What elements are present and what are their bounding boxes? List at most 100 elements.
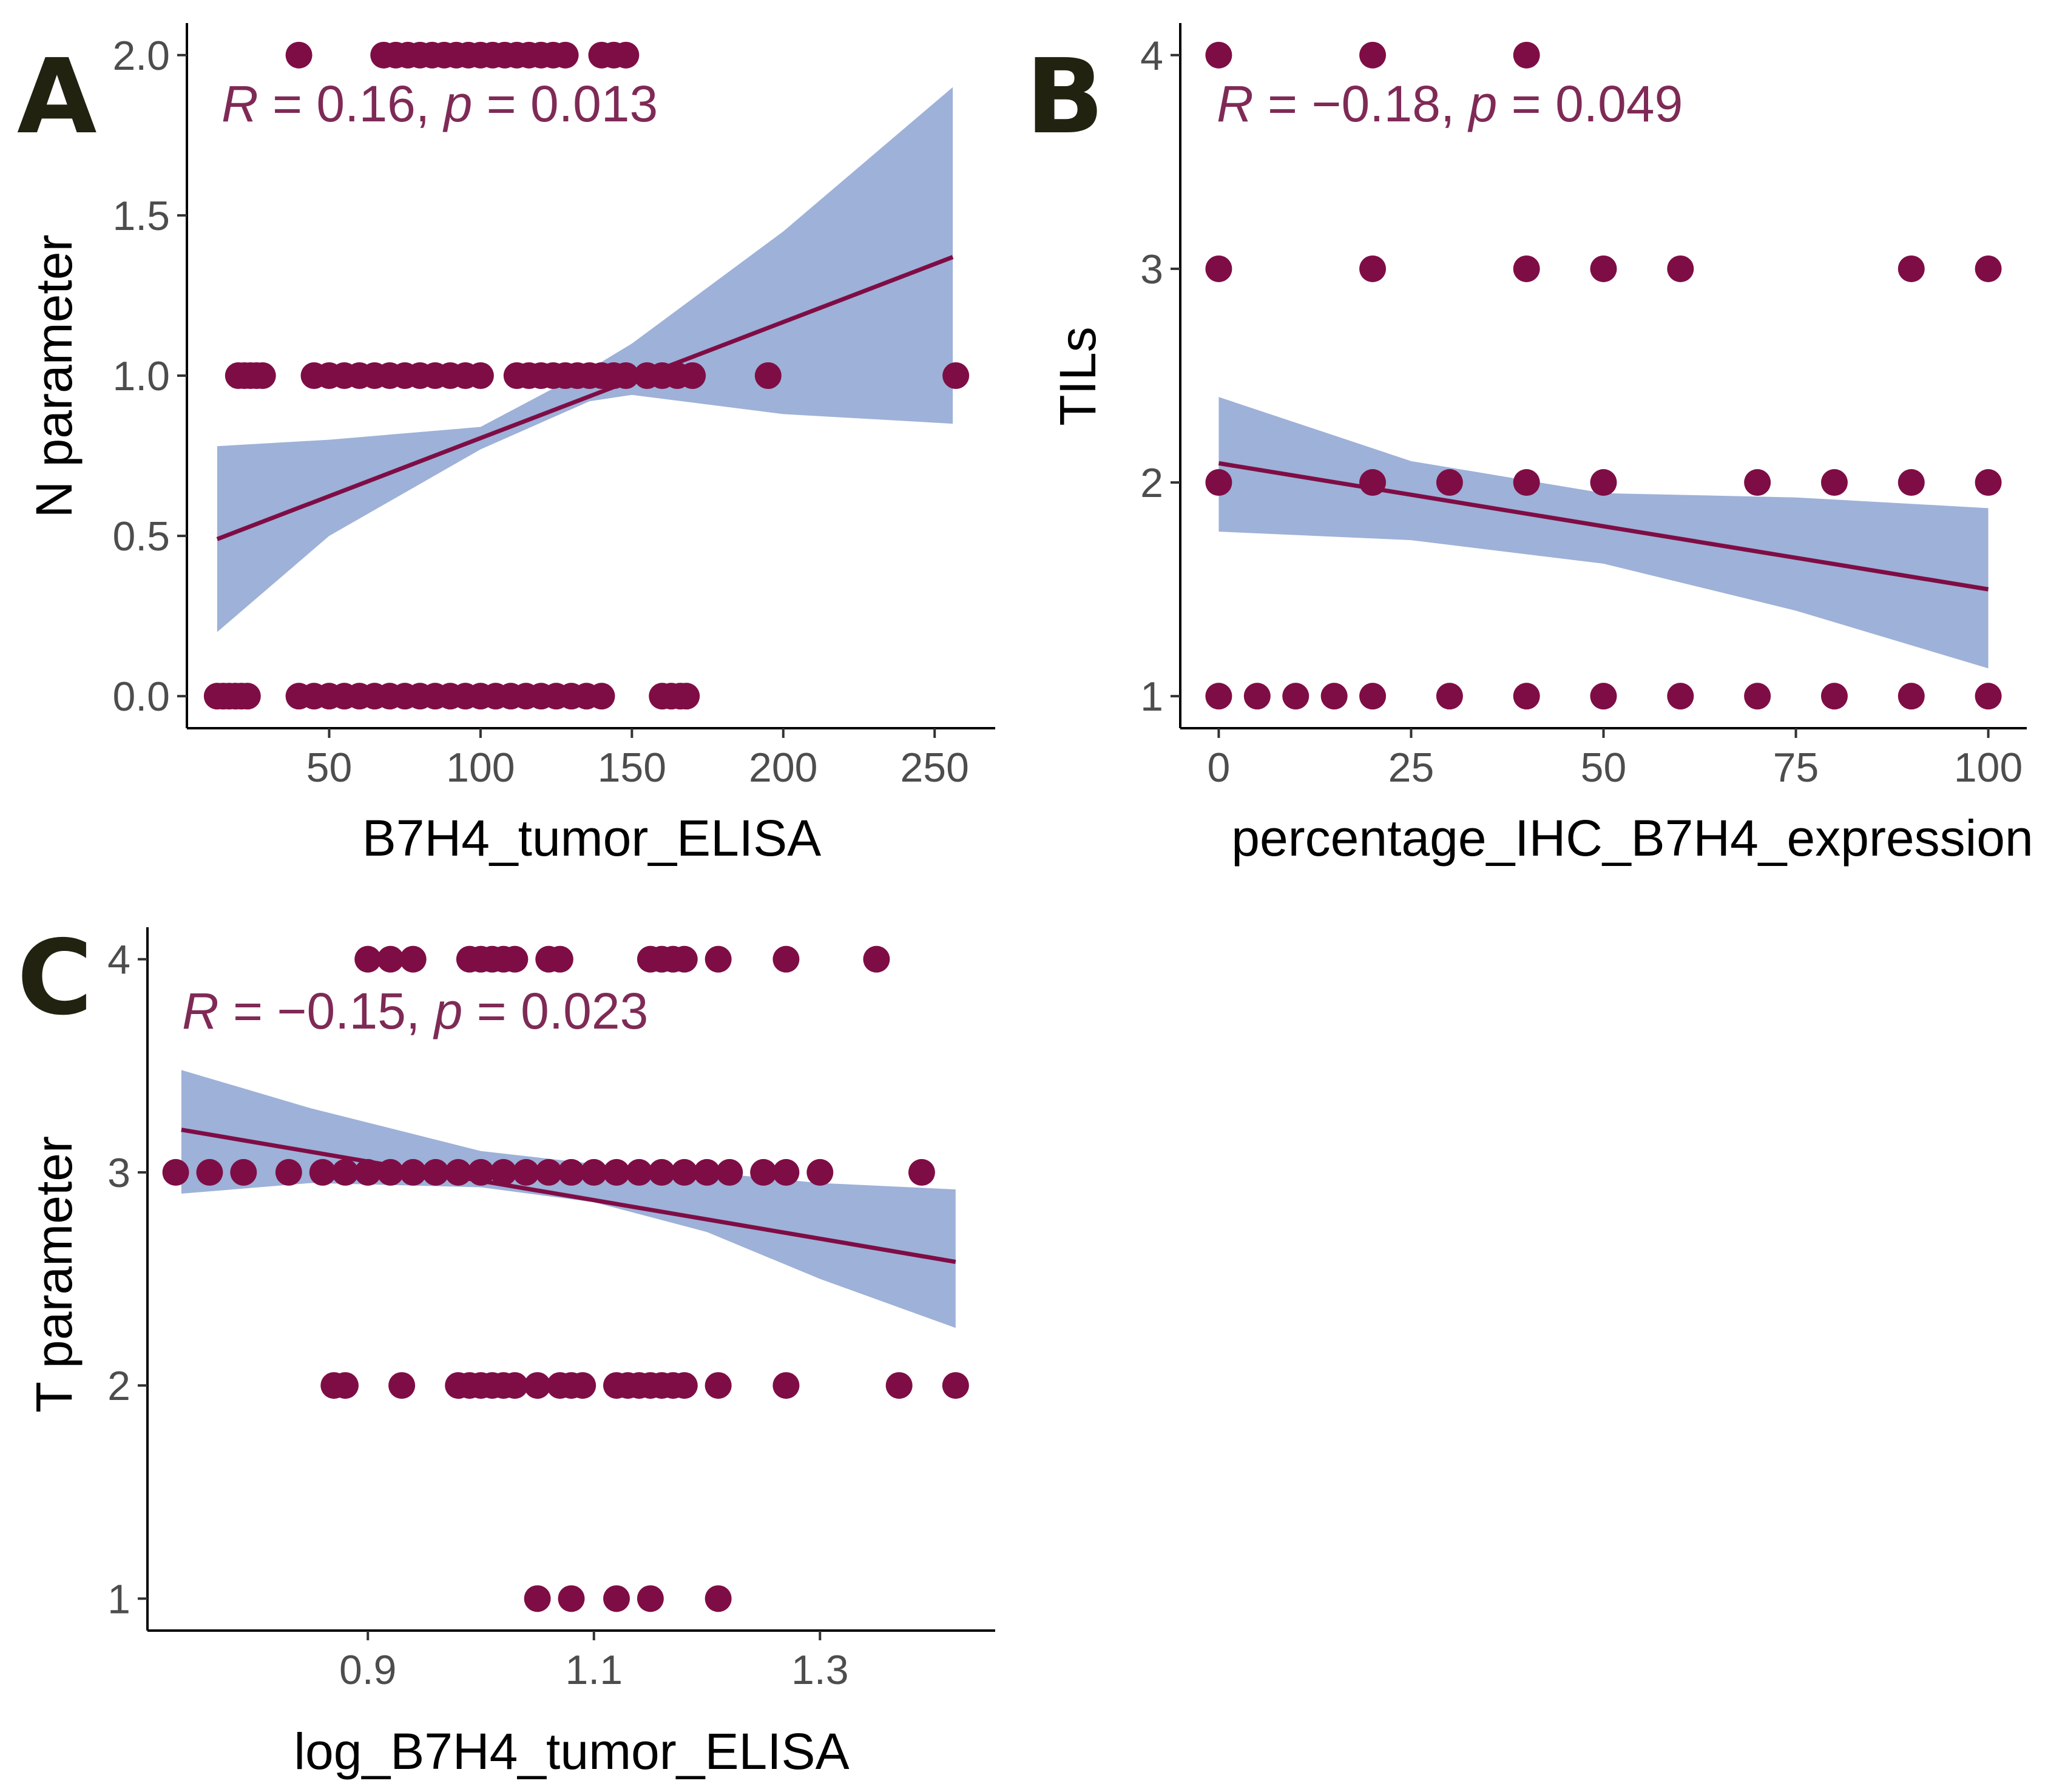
correlation-label: R = −0.18, p = 0.049 bbox=[1217, 75, 1683, 132]
x-tick-label: 0.9 bbox=[339, 1647, 397, 1693]
data-point bbox=[671, 1372, 698, 1399]
data-point bbox=[1820, 683, 1848, 710]
stat-p-symbol: p bbox=[1467, 75, 1498, 132]
data-point bbox=[1205, 41, 1232, 69]
stat-r-text: = 0.16, bbox=[259, 75, 444, 132]
data-point bbox=[612, 41, 640, 69]
data-point bbox=[806, 1158, 834, 1186]
data-point bbox=[772, 1158, 800, 1186]
data-point bbox=[694, 1158, 721, 1186]
stat-p-symbol: p bbox=[442, 75, 473, 132]
data-point bbox=[1513, 683, 1540, 710]
data-point bbox=[679, 362, 706, 389]
y-tick-label: 4 bbox=[107, 937, 130, 983]
data-point bbox=[942, 362, 970, 389]
stat-r-text: = −0.18, bbox=[1254, 75, 1469, 132]
data-point bbox=[671, 1158, 698, 1186]
data-point bbox=[535, 1158, 563, 1186]
x-axis-title: percentage_IHC_B7H4_expression bbox=[1231, 810, 2033, 867]
data-point bbox=[671, 945, 698, 973]
y-tick-label: 1 bbox=[107, 1576, 130, 1622]
data-point bbox=[1667, 255, 1694, 282]
data-point bbox=[309, 1158, 336, 1186]
data-point bbox=[1513, 469, 1540, 496]
data-point bbox=[1320, 683, 1348, 710]
data-point bbox=[399, 945, 427, 973]
data-point bbox=[275, 1158, 302, 1186]
data-point bbox=[331, 1372, 359, 1399]
data-point bbox=[1820, 469, 1848, 496]
confidence-band bbox=[181, 1070, 956, 1328]
data-point bbox=[249, 362, 276, 389]
data-point bbox=[285, 41, 313, 69]
data-point bbox=[524, 1585, 551, 1612]
x-tick-label: 100 bbox=[446, 745, 515, 791]
data-point bbox=[558, 1585, 585, 1612]
data-point bbox=[1590, 683, 1617, 710]
data-point bbox=[354, 1158, 382, 1186]
data-point bbox=[942, 1372, 969, 1399]
data-point bbox=[490, 1158, 517, 1186]
confidence-band bbox=[1218, 397, 1989, 669]
data-point bbox=[1975, 255, 2002, 282]
stat-p-symbol: p bbox=[433, 982, 463, 1040]
data-point bbox=[1590, 469, 1617, 496]
data-point bbox=[705, 1372, 732, 1399]
panel-a: 50 100 150 200 250 0.0 0.5 1.0 1.5 2.0 B7H4_tumor_… bbox=[17, 23, 995, 867]
data-point bbox=[603, 1585, 630, 1612]
x-tick-label: 1.3 bbox=[791, 1647, 849, 1693]
data-point bbox=[1359, 255, 1387, 282]
x-tick-label: 50 bbox=[1581, 745, 1627, 791]
data-point bbox=[1975, 683, 2002, 710]
data-point bbox=[1359, 41, 1387, 69]
correlation-label: R = −0.15, p = 0.023 bbox=[182, 982, 648, 1040]
data-point bbox=[1436, 683, 1463, 710]
data-point bbox=[588, 683, 615, 710]
panel-letter: B bbox=[1026, 37, 1104, 157]
data-point bbox=[673, 683, 700, 710]
data-point bbox=[196, 1158, 223, 1186]
data-point bbox=[1744, 469, 1771, 496]
y-tick-label: 0.5 bbox=[112, 513, 170, 560]
regression-line bbox=[181, 1128, 956, 1264]
data-point bbox=[1436, 469, 1463, 496]
data-point bbox=[1205, 683, 1232, 710]
y-tick-label: 3 bbox=[1140, 246, 1163, 292]
panel-letter: C bbox=[17, 918, 93, 1038]
data-point bbox=[546, 945, 573, 973]
panel-b: 0 25 50 75 100 1 2 3 4 percentage_IHC_B7H4_expres… bbox=[1026, 23, 2033, 867]
data-point bbox=[1898, 683, 1925, 710]
data-point bbox=[552, 41, 579, 69]
data-points bbox=[203, 41, 970, 710]
data-point bbox=[1975, 469, 2002, 496]
y-tick-label: 0.0 bbox=[112, 674, 170, 720]
y-tick-label: 1.5 bbox=[112, 193, 170, 239]
stat-p-text: = 0.049 bbox=[1497, 75, 1683, 132]
data-point bbox=[637, 1585, 664, 1612]
data-point bbox=[612, 362, 640, 389]
x-tick-label: 25 bbox=[1388, 745, 1435, 791]
correlation-label: R = 0.16, p = 0.013 bbox=[221, 75, 658, 132]
x-tick-label: 250 bbox=[900, 745, 968, 791]
regression-line bbox=[216, 255, 954, 541]
data-points bbox=[1205, 41, 2002, 710]
data-point bbox=[603, 1158, 630, 1186]
data-point bbox=[705, 1585, 732, 1612]
y-tick-label: 1.0 bbox=[112, 353, 170, 399]
data-point bbox=[772, 945, 800, 973]
y-tick-label: 4 bbox=[1140, 33, 1163, 79]
stat-r-symbol: R bbox=[1217, 75, 1254, 132]
stat-r-symbol: R bbox=[182, 982, 219, 1040]
data-point bbox=[162, 1158, 189, 1186]
data-point bbox=[501, 1372, 529, 1399]
data-point bbox=[512, 1158, 539, 1186]
panel-c: 0.9 1.1 1.3 1 2 3 4 log_B7H4_tumor_ELISA T param… bbox=[17, 918, 995, 1780]
data-point bbox=[399, 1158, 427, 1186]
y-axis-title: T parameter bbox=[25, 1136, 83, 1413]
data-point bbox=[1243, 683, 1271, 710]
y-tick-label: 2 bbox=[1140, 460, 1163, 506]
y-tick-label: 1 bbox=[1140, 674, 1163, 720]
x-tick-label: 150 bbox=[598, 745, 666, 791]
data-point bbox=[1590, 255, 1617, 282]
